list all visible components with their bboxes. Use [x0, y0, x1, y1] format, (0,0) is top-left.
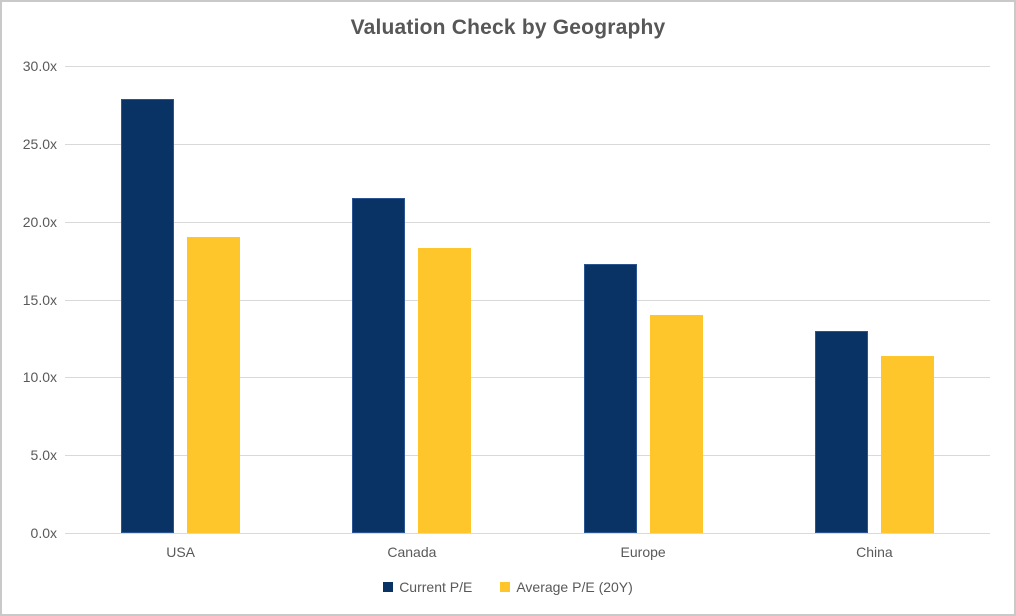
- x-axis-category-label: Europe: [620, 544, 666, 560]
- y-gridline: [65, 66, 990, 67]
- y-axis-tick-label: 15.0x: [22, 291, 57, 308]
- y-axis-tick-label: 10.0x: [22, 369, 57, 386]
- y-axis-tick-label: 20.0x: [22, 213, 57, 230]
- bar-average-p-e-20y-china: [880, 355, 934, 533]
- y-axis-tick-label: 25.0x: [22, 135, 57, 152]
- y-axis-tick-label: 30.0x: [22, 58, 57, 74]
- bar-average-p-e-20y-usa: [187, 237, 241, 533]
- bar-group-canada: [296, 66, 527, 533]
- legend-square-icon: [383, 582, 394, 592]
- y-gridline: [65, 377, 990, 379]
- legend-label: Average P/E (20Y): [516, 579, 633, 595]
- bar-group-usa: [65, 66, 296, 533]
- bar-average-p-e-20y-canada: [418, 248, 472, 533]
- x-axis-category-label: China: [856, 544, 893, 560]
- bar-current-p-e-europe: [583, 263, 637, 533]
- chart-title: Valuation Check by Geography: [350, 16, 666, 39]
- plot-area: [65, 66, 990, 534]
- y-axis-tick-label: 0.0x: [30, 525, 57, 541]
- x-axis-labels: USA Canada Europe China: [65, 544, 990, 560]
- x-axis-category-label: Canada: [387, 544, 437, 560]
- legend-item-current-p-e: Current P/E: [383, 579, 472, 595]
- y-axis: 30.0x 25.0x 20.0x 15.0x 10.0x 5.0x 0.0x: [2, 58, 57, 541]
- legend-item-average-p-e-20y: Average P/E (20Y): [500, 579, 633, 595]
- y-axis-tick-label: 5.0x: [30, 447, 57, 464]
- bar-groups: [65, 66, 990, 533]
- x-axis-category-label: USA: [166, 544, 196, 560]
- bar-current-p-e-usa: [121, 98, 175, 533]
- legend-square-icon: [500, 582, 511, 592]
- bar-group-china: [759, 66, 990, 533]
- bar-current-p-e-canada: [352, 198, 406, 533]
- legend: Current P/E Average P/E (20Y): [2, 579, 1014, 595]
- y-gridline: [65, 143, 990, 145]
- bar-current-p-e-china: [814, 330, 868, 533]
- y-gridline: [65, 221, 990, 223]
- bar-average-p-e-20y-europe: [649, 315, 703, 533]
- bar-group-europe: [528, 66, 759, 533]
- y-gridline: [65, 299, 990, 301]
- y-gridline: [65, 455, 990, 457]
- legend-label: Current P/E: [399, 579, 473, 595]
- y-gridline: [65, 533, 990, 534]
